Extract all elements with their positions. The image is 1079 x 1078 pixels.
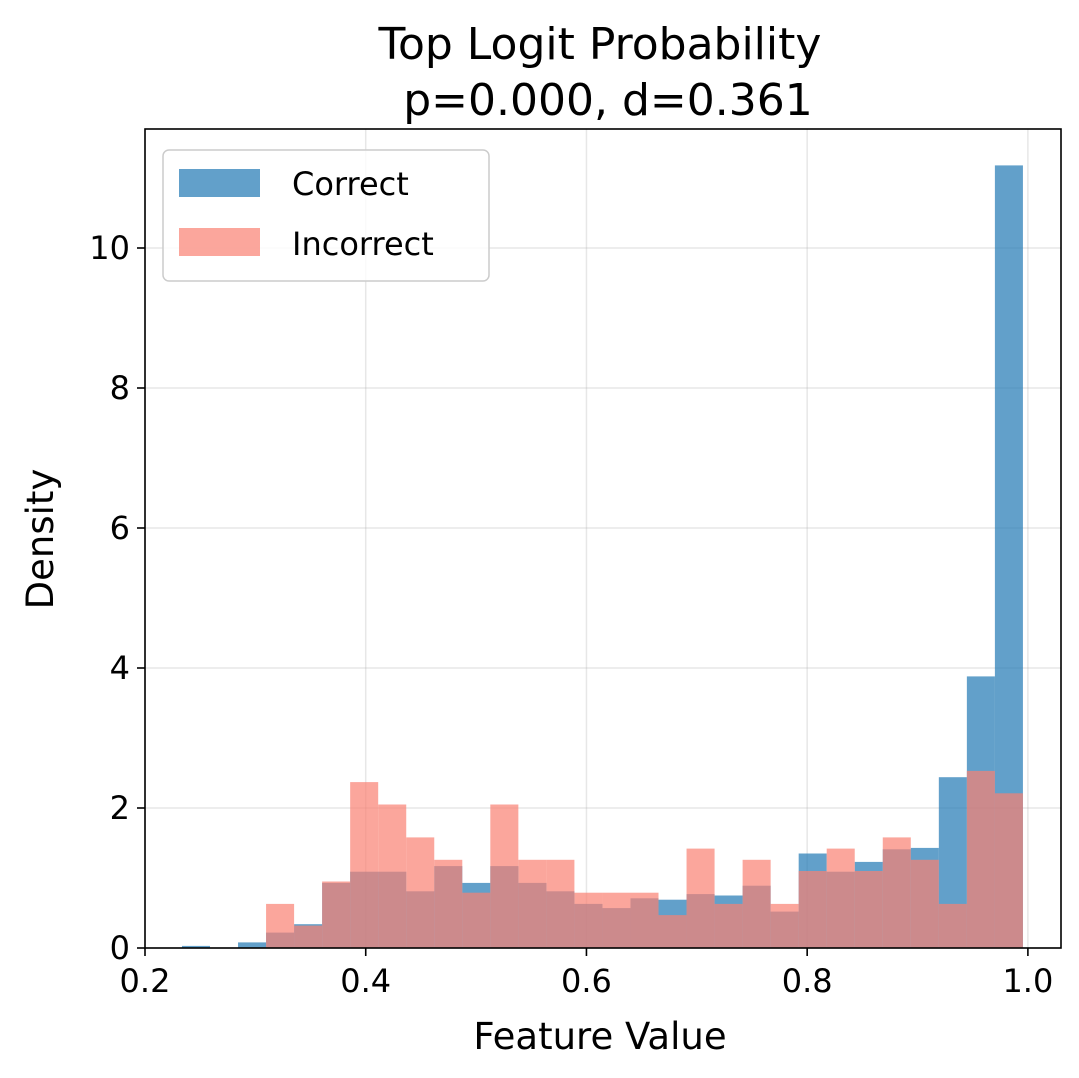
plot-frame <box>144 128 1062 949</box>
x-tick-label-3: 0.8 <box>782 962 833 1000</box>
bar-incorrect-18 <box>686 848 715 948</box>
bar-correct-0 <box>181 945 211 948</box>
bar-incorrect-15 <box>602 892 631 948</box>
x-tick-label-4: 1.0 <box>1002 962 1053 1000</box>
bar-incorrect-9 <box>434 859 463 948</box>
bar-incorrect-16 <box>630 892 659 948</box>
bar-incorrect-24 <box>854 871 883 948</box>
bar-incorrect-17 <box>658 915 687 948</box>
bar-incorrect-23 <box>826 848 855 948</box>
bar-incorrect-28 <box>966 770 995 948</box>
legend: Correct Incorrect <box>162 149 490 282</box>
y-axis-label: Density <box>19 469 62 610</box>
bar-incorrect-12 <box>518 859 547 948</box>
chart-subtitle: p=0.000, d=0.361 <box>403 75 813 126</box>
bar-incorrect-25 <box>882 837 911 948</box>
bar-correct-2 <box>238 942 267 948</box>
x-axis-ticks: 0.2 0.4 0.6 0.8 1.0 <box>120 948 1053 1000</box>
bar-incorrect-26 <box>910 859 939 948</box>
bar-incorrect-8 <box>406 837 435 948</box>
bar-incorrect-5 <box>322 881 351 948</box>
y-tick-label-1: 2 <box>110 789 130 827</box>
y-tick-label-3: 6 <box>110 509 130 547</box>
bar-incorrect-27 <box>938 903 967 948</box>
y-axis-ticks: 0 2 4 6 8 10 <box>89 229 145 967</box>
x-axis-label: Feature Value <box>473 1015 726 1058</box>
chart-title: Top Logit Probability <box>378 19 822 70</box>
bars <box>181 165 1023 948</box>
bar-incorrect-4 <box>294 925 323 948</box>
y-tick-label-4: 8 <box>110 369 130 407</box>
legend-swatch-correct <box>179 169 260 197</box>
bar-incorrect-22 <box>798 871 827 948</box>
bar-incorrect-20 <box>742 859 771 948</box>
bar-incorrect-11 <box>490 804 519 948</box>
bar-incorrect-3 <box>266 903 295 948</box>
legend-label-incorrect: Incorrect <box>292 225 434 263</box>
x-tick-label-0: 0.2 <box>120 962 171 1000</box>
y-tick-label-2: 4 <box>110 649 130 687</box>
y-tick-label-0: 0 <box>110 929 130 967</box>
grid <box>144 129 1061 949</box>
bar-incorrect-6 <box>350 782 379 948</box>
bar-incorrect-19 <box>714 903 743 948</box>
bar-incorrect-14 <box>574 892 603 948</box>
bar-incorrect-29 <box>994 793 1023 948</box>
bar-incorrect-13 <box>546 859 575 948</box>
series-incorrect <box>266 770 1023 948</box>
legend-label-correct: Correct <box>292 165 409 203</box>
x-tick-label-2: 0.6 <box>561 962 612 1000</box>
bar-incorrect-21 <box>770 903 799 948</box>
bar-incorrect-7 <box>378 804 407 948</box>
y-tick-label-5: 10 <box>89 229 130 267</box>
x-tick-label-1: 0.4 <box>340 962 391 1000</box>
bar-incorrect-10 <box>462 892 491 948</box>
legend-swatch-incorrect <box>179 228 260 256</box>
